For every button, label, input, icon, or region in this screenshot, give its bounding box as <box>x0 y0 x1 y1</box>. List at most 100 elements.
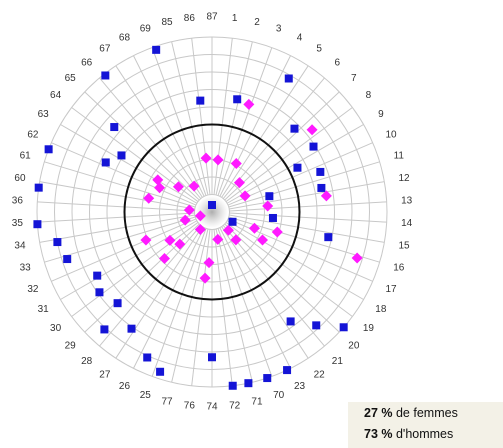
spoke-label: 66 <box>81 57 93 68</box>
point <box>143 192 155 204</box>
point <box>199 272 211 284</box>
spoke <box>229 181 385 210</box>
spoke-label: 30 <box>50 323 62 334</box>
point <box>312 321 321 330</box>
point <box>63 255 72 264</box>
spoke <box>221 226 309 359</box>
spoke-label: 70 <box>273 390 285 401</box>
spoke <box>39 214 195 243</box>
spoke <box>133 55 205 197</box>
point <box>117 151 126 160</box>
point <box>100 325 109 334</box>
spoke <box>151 47 207 196</box>
spoke-label: 25 <box>140 390 152 401</box>
spoke <box>37 201 195 212</box>
spoke-label: 71 <box>251 396 263 407</box>
spoke-label: 8 <box>366 90 372 101</box>
spoke-label: 87 <box>206 12 218 23</box>
point <box>174 238 186 250</box>
point <box>93 271 102 280</box>
point <box>284 74 293 83</box>
spoke-label: 21 <box>332 356 344 367</box>
spoke-label: 68 <box>119 32 131 43</box>
spoke-label: 17 <box>385 284 397 295</box>
spoke-label: 72 <box>229 400 241 411</box>
spoke-label: 3 <box>276 23 282 34</box>
point <box>194 223 206 235</box>
point <box>239 190 251 202</box>
spoke-label: 23 <box>294 381 306 392</box>
point <box>140 234 152 246</box>
point <box>203 257 215 269</box>
point <box>156 367 165 376</box>
spoke-label: 36 <box>12 195 24 206</box>
spoke-label: 22 <box>314 370 326 381</box>
spoke <box>221 65 309 198</box>
spoke-label: 31 <box>38 304 50 315</box>
spoke-label: 15 <box>398 241 410 252</box>
point <box>143 353 152 362</box>
point <box>194 210 206 222</box>
spoke-label: 10 <box>385 129 397 140</box>
point <box>262 200 274 212</box>
point <box>113 299 122 308</box>
spoke <box>229 212 387 223</box>
point <box>152 45 161 54</box>
spoke <box>99 77 202 199</box>
summary-line: 27 % de femmes <box>364 406 458 420</box>
spoke-label: 13 <box>401 195 413 206</box>
spoke-label: 20 <box>348 340 360 351</box>
point <box>244 379 253 388</box>
spoke-label: 61 <box>20 151 32 162</box>
point <box>208 353 216 362</box>
point <box>44 145 53 154</box>
spoke-label: 18 <box>375 304 387 315</box>
reference-ring <box>123 123 301 301</box>
spoke <box>133 227 205 369</box>
spoke <box>39 181 195 210</box>
spoke <box>213 229 233 386</box>
point <box>188 180 200 192</box>
point <box>179 214 191 226</box>
point <box>212 233 224 245</box>
spoke-label: 67 <box>99 44 111 55</box>
point <box>164 234 176 246</box>
spoke-label: 35 <box>12 218 24 229</box>
summary-box: 27 % de femmes 73 % d'hommes <box>348 402 503 448</box>
point <box>95 288 104 297</box>
point <box>230 157 242 169</box>
spoke <box>217 228 273 377</box>
spoke-label: 62 <box>27 129 39 140</box>
summary-percent: 73 % <box>364 427 393 441</box>
spoke-label: 69 <box>140 23 152 34</box>
point <box>248 222 260 234</box>
spoke <box>226 220 364 300</box>
point <box>172 181 184 193</box>
spoke-label: 16 <box>393 263 405 274</box>
spoke <box>60 220 198 300</box>
spoke-label: 29 <box>65 340 77 351</box>
point <box>293 163 302 172</box>
point <box>230 234 242 246</box>
spoke-label: 9 <box>378 109 384 120</box>
spoke <box>215 228 253 383</box>
point <box>243 98 255 110</box>
center-shade <box>196 196 228 228</box>
spoke <box>51 142 197 206</box>
spoke <box>229 214 385 243</box>
spoke <box>44 216 196 263</box>
spoke <box>224 223 340 333</box>
spoke-label: 12 <box>398 173 410 184</box>
point <box>263 374 272 383</box>
point <box>200 152 212 164</box>
spoke <box>217 47 273 196</box>
point <box>233 177 245 189</box>
point <box>320 190 332 202</box>
spoke <box>191 229 211 386</box>
spoke <box>229 201 387 212</box>
summary-background <box>348 402 503 448</box>
point <box>154 182 166 194</box>
spoke-label: 34 <box>14 241 26 252</box>
spoke <box>227 142 373 206</box>
summary-line: 73 % d'hommes <box>364 427 453 441</box>
